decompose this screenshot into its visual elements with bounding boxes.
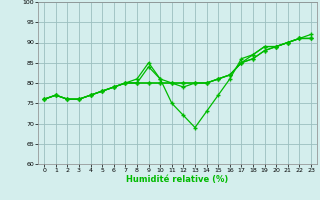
- X-axis label: Humidité relative (%): Humidité relative (%): [126, 175, 229, 184]
